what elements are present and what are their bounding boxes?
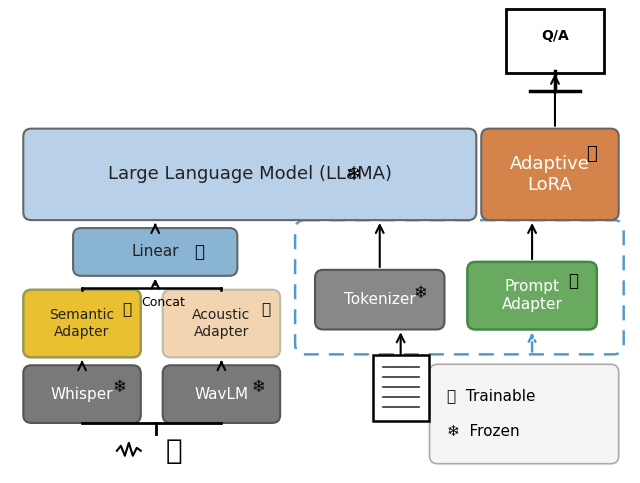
Text: Whisper: Whisper (51, 386, 113, 402)
FancyBboxPatch shape (429, 364, 619, 464)
FancyBboxPatch shape (372, 355, 429, 421)
Text: Large Language Model (LLaMA): Large Language Model (LLaMA) (108, 165, 392, 184)
FancyBboxPatch shape (23, 365, 141, 423)
Text: 🔥: 🔥 (586, 145, 596, 163)
Text: ❄️: ❄️ (113, 378, 127, 396)
FancyBboxPatch shape (23, 290, 141, 357)
Text: Prompt
Adapter: Prompt Adapter (502, 280, 563, 312)
Text: WavLM: WavLM (195, 386, 248, 402)
Text: 🔥: 🔥 (195, 243, 205, 261)
FancyBboxPatch shape (23, 128, 476, 220)
Text: ❄️: ❄️ (414, 284, 428, 301)
Text: Concat: Concat (141, 296, 185, 309)
FancyBboxPatch shape (163, 290, 280, 357)
FancyBboxPatch shape (467, 262, 596, 329)
FancyBboxPatch shape (481, 128, 619, 220)
Text: ❄️  Frozen: ❄️ Frozen (447, 425, 520, 440)
Text: ❄️: ❄️ (346, 165, 362, 184)
Text: 🔥: 🔥 (122, 302, 131, 317)
Text: 🔥  Trainable: 🔥 Trainable (447, 389, 536, 404)
FancyBboxPatch shape (73, 228, 237, 276)
Text: 🎙: 🎙 (165, 437, 182, 465)
Text: 🔥: 🔥 (262, 302, 271, 317)
Text: Semantic
Adapter: Semantic Adapter (49, 309, 115, 339)
FancyBboxPatch shape (163, 365, 280, 423)
FancyBboxPatch shape (506, 9, 604, 73)
Text: Adaptive
LoRA: Adaptive LoRA (510, 155, 590, 194)
Text: Q/A: Q/A (541, 29, 569, 43)
Text: ❄️: ❄️ (252, 378, 266, 396)
Text: Tokenizer: Tokenizer (344, 292, 415, 307)
FancyBboxPatch shape (315, 270, 444, 329)
Text: Linear: Linear (131, 244, 179, 259)
Text: 🔥: 🔥 (568, 272, 579, 290)
Text: Acoustic
Adapter: Acoustic Adapter (192, 309, 250, 339)
